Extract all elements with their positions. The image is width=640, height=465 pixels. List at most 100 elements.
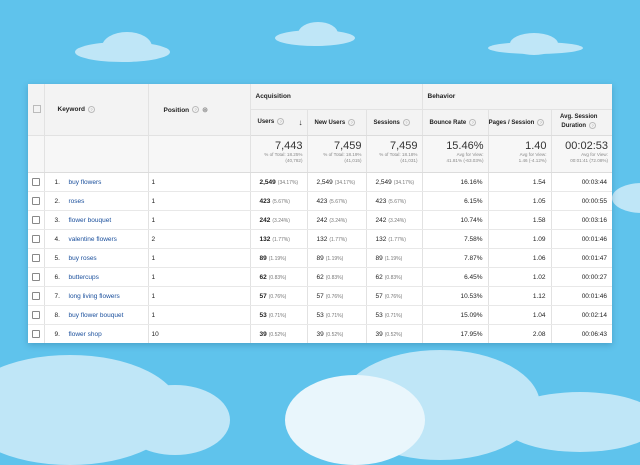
new-users-cell: 2,549 (34.17%) [307,172,367,192]
users-value: 57 [259,292,267,300]
users-cell: 57 (0.76%) [250,286,308,306]
bounce-rate-cell: 10.74% [422,210,489,230]
row-checkbox-cell[interactable] [28,229,45,249]
summary-value: 15.46% [446,140,484,152]
row-checkbox[interactable] [31,178,40,186]
summary-avg-session: 00:02:53 Avg for View: 00:01:41 (72.08%) [551,135,612,173]
sessions-percent: (0.83%) [384,274,403,281]
row-checkbox-cell[interactable] [28,248,45,268]
row-checkbox[interactable] [31,273,40,281]
select-all-checkbox[interactable] [33,104,41,113]
help-icon[interactable]: ? [469,118,477,126]
avg-session-header[interactable]: Avg. Session Duration? [551,109,612,136]
help-icon[interactable]: ? [589,122,597,130]
new-users-percent: (0.76%) [325,293,344,300]
row-checkbox-cell[interactable] [28,286,45,306]
summary-sub: 41.81% (-63.03%) [446,157,484,163]
summary-bounce-rate: 15.46% Avg for View: 41.81% (-63.03%) [422,135,489,173]
new-users-value: 2,549 [316,178,333,186]
summary-new-users: 7,459% of Total: 18.19% (41,015) [307,135,367,173]
sessions-value: 57 [375,292,383,300]
new-users-value: 53 [316,311,324,319]
row-checkbox[interactable] [31,197,40,205]
new-users-percent: (1.19%) [325,255,344,262]
keyword-link[interactable]: valentine flowers [68,235,117,243]
row-checkbox-cell[interactable] [28,172,45,192]
summary-value: 1.40 [525,140,547,152]
new-users-percent: (1.77%) [329,236,347,243]
position-cell: 1 [148,248,251,268]
sessions-header[interactable]: Sessions? [366,109,423,136]
row-checkbox-cell[interactable] [28,305,45,325]
row-checkbox[interactable] [31,311,40,319]
keyword-link[interactable]: buy flower bouquet [68,311,124,319]
sessions-percent: (1.77%) [388,236,406,243]
pages-session-cell: 2.08 [488,324,552,343]
sort-desc-icon[interactable]: ↓ [298,118,303,127]
keyword-cell: 5. buy roses [44,248,149,268]
keyword-header[interactable]: Keyword? [44,84,149,136]
select-all-cell[interactable] [28,84,45,136]
keyword-header-label: Keyword [57,106,85,114]
help-icon[interactable]: ? [537,118,545,126]
bounce-rate-cell: 16.16% [422,172,489,192]
users-percent: (3.24%) [272,217,290,224]
sessions-value: 2,549 [375,178,392,186]
row-checkbox[interactable] [31,216,40,224]
row-checkbox-cell[interactable] [28,210,45,230]
summary-sub: % of Total: 18.25% [264,152,303,157]
sessions-cell: 242 (3.24%) [366,210,423,230]
pages-session-cell: 1.58 [488,210,552,230]
row-checkbox[interactable] [31,330,40,338]
row-index: 6. [54,273,60,281]
sessions-value: 53 [375,311,383,319]
row-checkbox[interactable] [31,292,40,300]
row-checkbox-cell[interactable] [28,267,45,287]
new-users-header[interactable]: New Users? [307,109,367,136]
users-header[interactable]: Users? ↓ [250,109,308,136]
sessions-percent: (1.19%) [384,255,403,262]
keyword-link[interactable]: flower bouquet [68,216,112,224]
keyword-link[interactable]: buy flowers [68,178,102,186]
new-users-value: 39 [316,330,324,338]
behavior-group-header: Behavior [422,84,612,110]
bounce-rate-header[interactable]: Bounce Rate? [422,109,489,136]
keyword-link[interactable]: flower shop [68,330,102,338]
keyword-link[interactable]: long living flowers [68,292,120,300]
sessions-percent: (5.67%) [388,198,406,205]
position-cell: 2 [148,229,251,249]
sessions-value: 423 [375,197,387,205]
help-icon[interactable]: ? [87,105,95,113]
group-header-row: Keyword? Position? ⊛ Acquisition Behavior [28,84,612,136]
new-users-cell: 89 (1.19%) [307,248,367,268]
users-percent: (1.19%) [268,255,287,262]
row-checkbox[interactable] [31,235,40,243]
users-cell: 62 (0.83%) [250,267,308,287]
row-checkbox[interactable] [31,254,40,262]
help-icon[interactable]: ? [402,118,410,126]
pages-session-header[interactable]: Pages / Session? [488,109,552,136]
keyword-link[interactable]: buttercups [68,273,99,281]
sessions-cell: 2,549 (34.17%) [366,172,423,192]
users-value: 62 [259,273,267,281]
help-icon[interactable]: ? [348,118,356,126]
bounce-rate-cell: 7.87% [422,248,489,268]
help-icon[interactable]: ? [277,118,285,125]
row-checkbox-cell[interactable] [28,324,45,343]
keyword-link[interactable]: roses [68,197,85,205]
pages-session-cell: 1.05 [488,191,552,211]
summary-value: 00:02:53 [565,140,608,152]
bounce-rate-cell: 15.09% [422,305,489,325]
keyword-link[interactable]: buy roses [68,254,97,262]
position-header[interactable]: Position? ⊛ [148,84,251,136]
keyword-cell: 6. buttercups [44,267,149,287]
sessions-cell: 57 (0.76%) [366,286,423,306]
row-checkbox-cell[interactable] [28,191,45,211]
help-icon[interactable]: ? [192,106,200,114]
avg-session-cell: 00:01:46 [551,286,612,306]
position-cell: 10 [148,324,251,343]
table-row: 9. flower shop 10 39 (0.52%) 39 (0.52%) 39 (0.52… [28,324,612,343]
settings-icon[interactable]: ⊛ [202,106,209,114]
new-users-percent: (5.67%) [329,198,347,205]
users-percent: (0.71%) [268,312,287,319]
